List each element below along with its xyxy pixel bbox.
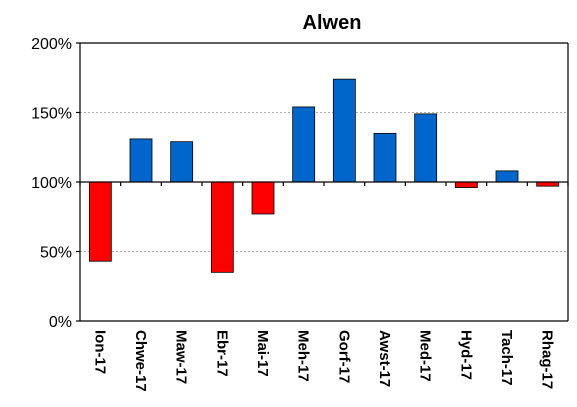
bar-Ebr-17 bbox=[210, 181, 234, 273]
x-tick-label: Mai-17 bbox=[254, 330, 271, 377]
bar-Meh-17 bbox=[292, 106, 316, 183]
axes bbox=[76, 42, 569, 322]
x-tick-label: Med-17 bbox=[417, 330, 434, 382]
x-tick-label: Gorf-17 bbox=[335, 330, 352, 383]
bar-Tach-17 bbox=[495, 170, 519, 183]
y-tick-label: 150% bbox=[31, 106, 72, 123]
chart-title: Alwen bbox=[303, 12, 362, 34]
x-tick-label: Chwe-17 bbox=[132, 330, 149, 392]
x-tick-label: Maw-17 bbox=[173, 330, 190, 384]
x-tick-label: Hyd-17 bbox=[457, 330, 474, 380]
x-tick-labels: Ion-17 Chwe-17 Maw-17 Ebr-17 Mai-17 Meh-17 Gor… bbox=[91, 330, 555, 392]
y-tick-labels: 0% 50% 100% 150% 200% bbox=[31, 36, 72, 331]
bar-Mai-17 bbox=[251, 181, 275, 215]
x-tick-label: Rhag-17 bbox=[539, 330, 556, 389]
y-tick-label: 200% bbox=[31, 36, 72, 53]
x-tick-label: Tach-17 bbox=[498, 330, 515, 386]
y-tick-label: 0% bbox=[49, 314, 72, 331]
y-tick-label: 100% bbox=[31, 175, 72, 192]
bar-Maw-17 bbox=[170, 141, 194, 183]
bar-Gorf-17 bbox=[332, 78, 356, 183]
bars bbox=[88, 78, 560, 273]
y-tick-label: 50% bbox=[40, 245, 72, 262]
x-tick-label: Ebr-17 bbox=[213, 330, 230, 377]
bar-Ion-17 bbox=[88, 181, 112, 262]
bar-Med-17 bbox=[414, 113, 438, 183]
bar-Chwe-17 bbox=[129, 138, 153, 183]
bar-Awst-17 bbox=[373, 132, 397, 183]
x-tick-label: Meh-17 bbox=[295, 330, 312, 382]
x-tick-label: Awst-17 bbox=[376, 330, 393, 387]
bar-Rhag-17 bbox=[536, 181, 560, 187]
bar-Hyd-17 bbox=[454, 181, 478, 188]
x-tick-label: Ion-17 bbox=[91, 330, 108, 374]
gridlines bbox=[80, 42, 568, 252]
